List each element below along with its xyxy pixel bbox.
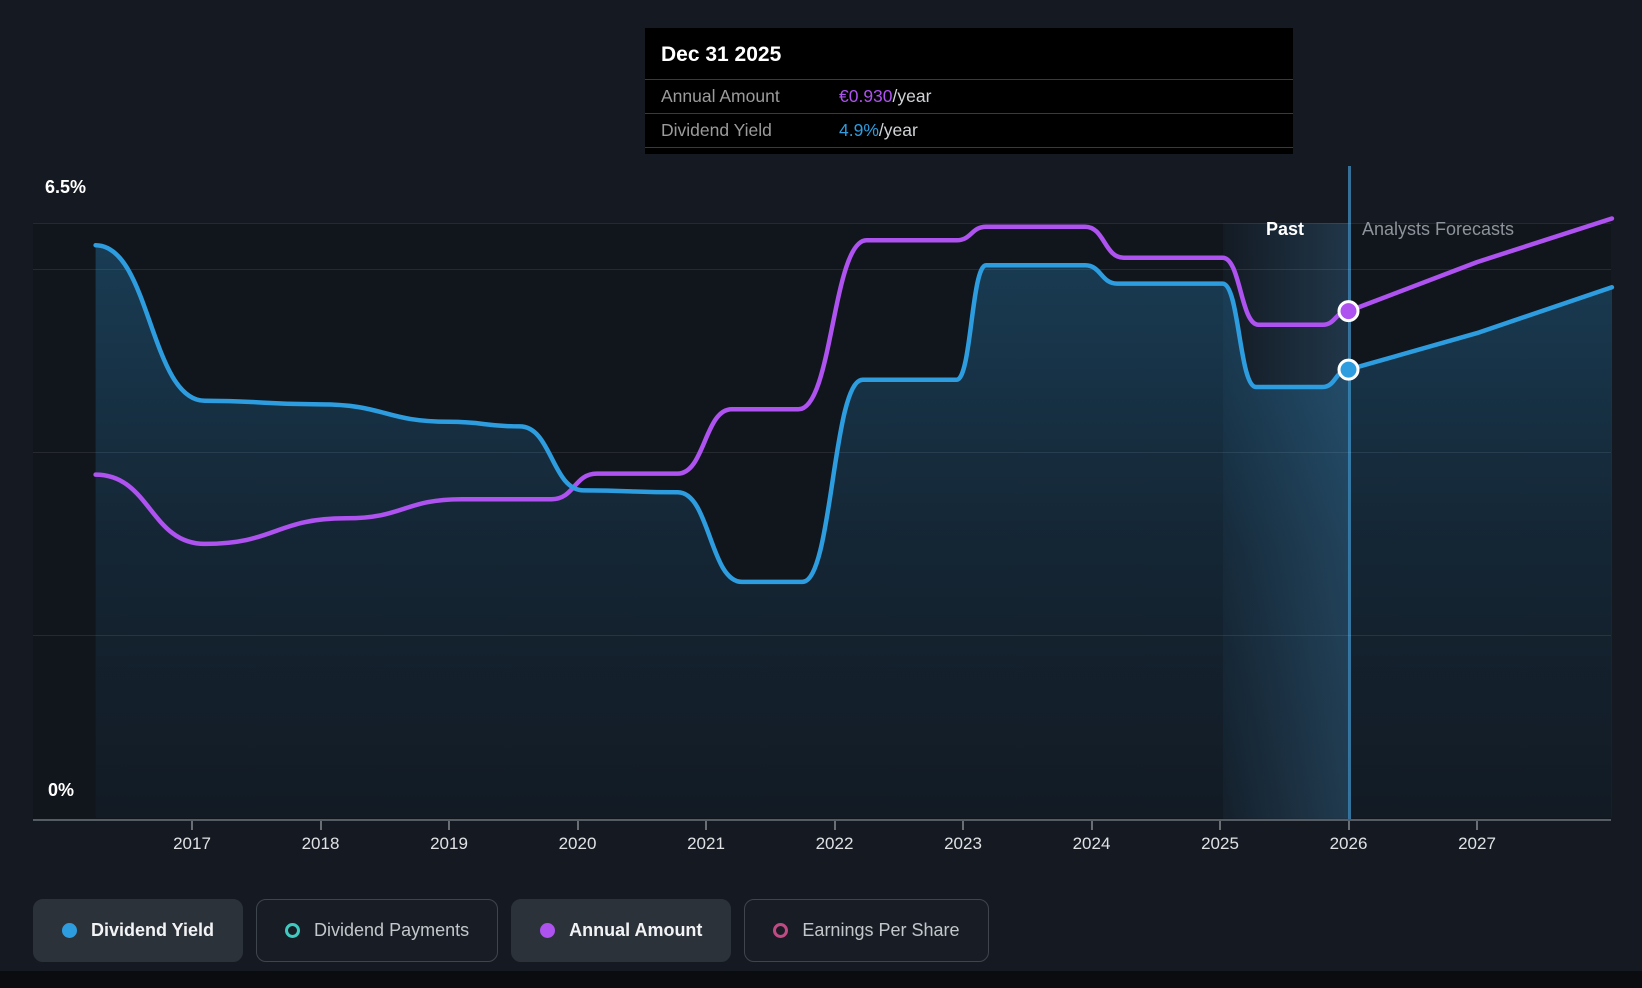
x-tick-2022 (833, 821, 836, 830)
x-axis-label-2024: 2024 (1072, 834, 1111, 853)
dividend-payments-series-icon (285, 923, 301, 938)
legend-button-dividend-payments[interactable]: Dividend Payments (256, 899, 499, 962)
bottom-edge-bar (0, 971, 1642, 988)
tooltip-row-annual-amount: Annual Amount €0.930 /year (645, 79, 1293, 113)
x-axis-label-2026: 2026 (1329, 834, 1368, 853)
x-tick-2020 (576, 821, 579, 830)
earnings-per-share-series-icon (773, 923, 789, 938)
x-axis-label-2023: 2023 (944, 834, 982, 853)
legend-label: Annual Amount (569, 920, 703, 940)
past-label: Past (1266, 219, 1305, 239)
x-axis-label-2017: 2017 (173, 834, 211, 853)
x-tick-2027 (1476, 821, 1478, 830)
x-axis-label-2025: 2025 (1201, 834, 1239, 853)
chart-tooltip: Dec 31 2025 Annual Amount €0.930 /year D… (645, 28, 1293, 154)
x-axis-label-2027: 2027 (1458, 834, 1496, 853)
current-value-markers (1337, 300, 1360, 381)
legend-label: Dividend Payments (314, 920, 470, 940)
x-tick-2017 (191, 821, 193, 830)
x-tick-2018 (319, 821, 322, 830)
marker-annual-amount (1337, 300, 1360, 323)
tooltip-suffix: /year (878, 120, 918, 140)
tooltip-value: 4.9% (839, 120, 879, 140)
dividend-yield-series-icon (62, 923, 77, 938)
x-axis-label-2021: 2021 (687, 834, 725, 853)
dividend-yield-area (95, 245, 1612, 818)
tooltip-value: €0.930 (839, 86, 893, 106)
analysts-forecasts-label: Analysts Forecasts (1362, 219, 1515, 239)
x-tick-2024 (1090, 821, 1093, 830)
annual-amount-line (93, 216, 1615, 547)
y-axis-max-label: 6.5% (45, 177, 87, 197)
x-tick-2025 (1219, 821, 1221, 830)
tooltip-label: Dividend Yield (661, 120, 772, 140)
gridline-4pct (33, 452, 1611, 453)
y-axis-min-label: 0% (48, 780, 75, 800)
annual-amount-series-icon (540, 923, 556, 938)
legend-button-earnings-per-share[interactable]: Earnings Per Share (744, 899, 989, 962)
marker-dividend-yield (1337, 358, 1360, 381)
legend-label: Dividend Yield (91, 920, 215, 940)
tooltip-row-dividend-yield: Dividend Yield 4.9% /year (645, 113, 1293, 148)
tooltip-suffix: /year (892, 86, 932, 106)
dividend-yield-line (93, 242, 1615, 585)
legend-label: Earnings Per Share (802, 920, 960, 940)
gridline-6.5pct (33, 223, 1611, 225)
x-tick-2019 (448, 821, 450, 830)
x-axis-line (33, 819, 1611, 821)
x-tick-2026 (1347, 821, 1350, 830)
x-axis-label-2022: 2022 (815, 834, 854, 853)
tooltip-date: Dec 31 2025 (661, 43, 782, 66)
legend-button-dividend-yield[interactable]: Dividend Yield (33, 899, 244, 962)
gridline-6pct (33, 269, 1611, 270)
x-axis-label-2020: 2020 (558, 834, 597, 853)
x-axis-label-2018: 2018 (301, 834, 340, 853)
tooltip-label: Annual Amount (661, 86, 780, 106)
chart-legend: Dividend Yield Dividend Payments Annual Am… (33, 899, 989, 962)
legend-button-annual-amount[interactable]: Annual Amount (511, 899, 732, 962)
x-axis-label-2019: 2019 (430, 834, 468, 853)
x-tick-2023 (962, 821, 964, 830)
x-tick-2021 (705, 821, 707, 830)
